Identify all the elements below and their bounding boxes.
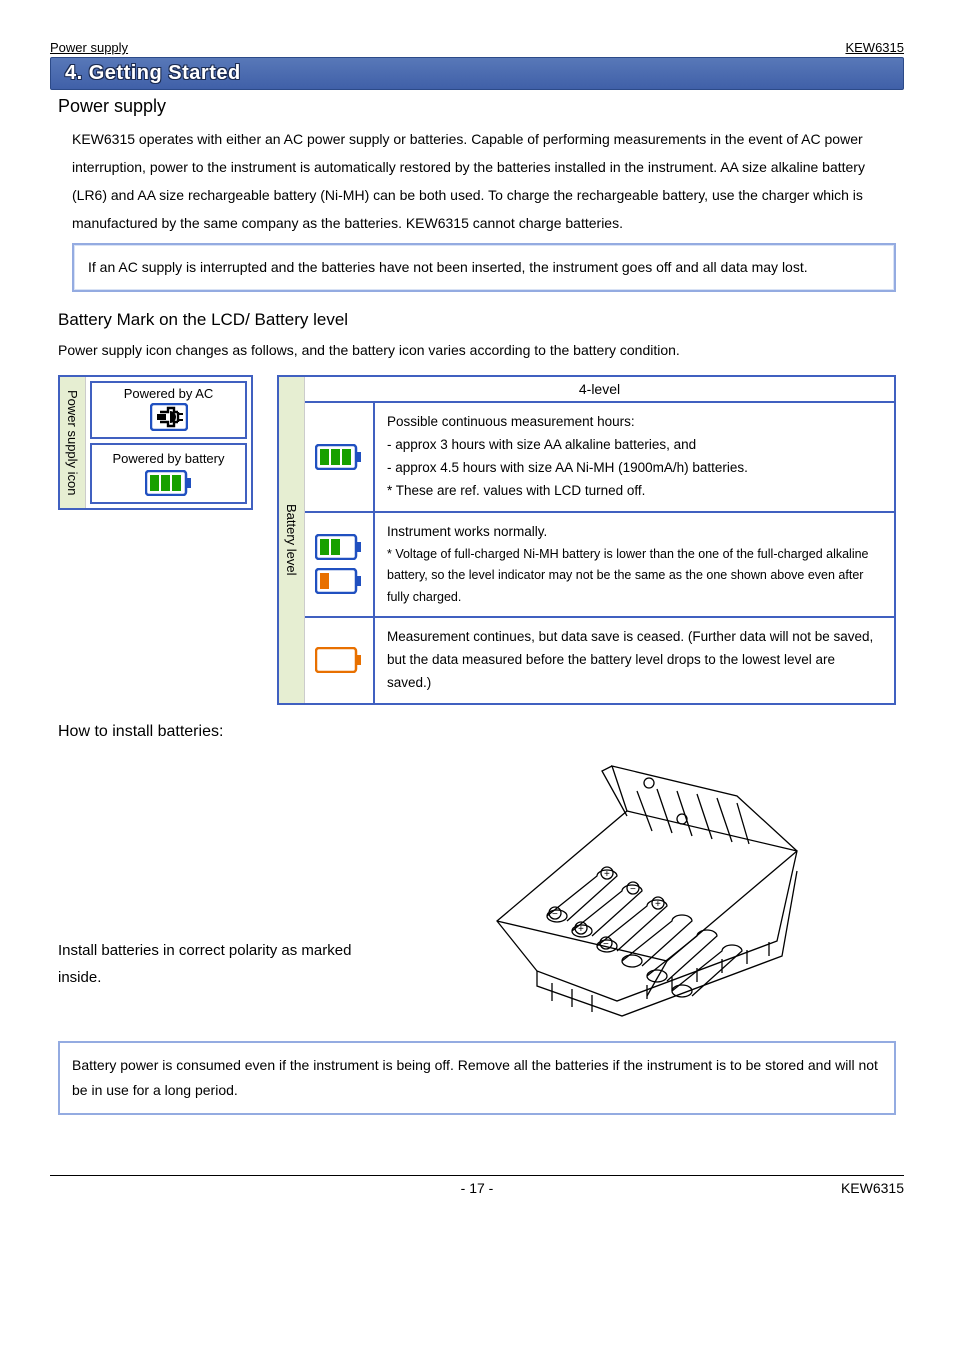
battery-level-row: Measurement continues, but data save is … xyxy=(305,618,894,703)
battery-level-head: 4-level xyxy=(305,377,894,403)
note-remove-batteries: Battery power is consumed even if the in… xyxy=(58,1041,896,1115)
battery-level-row: Instrument works normally. * Voltage of … xyxy=(305,513,894,618)
battery-install-illustration: + − − + + − xyxy=(398,741,896,1021)
svg-text:+: + xyxy=(578,924,584,935)
heading-battery-mark: Battery Mark on the LCD/ Battery level xyxy=(58,310,904,330)
footer-page: - 17 - xyxy=(130,1180,824,1196)
battery-level-label: Battery level xyxy=(279,377,305,702)
battery-1bar-icon xyxy=(315,568,363,594)
svg-text:−: − xyxy=(630,884,636,895)
svg-text:+: + xyxy=(655,899,661,910)
header-right: KEW6315 xyxy=(845,40,904,55)
heading-power-supply: Power supply xyxy=(58,96,904,117)
heading-howto-install: How to install batteries: xyxy=(58,723,896,741)
battery-empty-icon xyxy=(315,647,363,673)
battery-full-icon xyxy=(145,470,193,496)
battery-3bar-icon xyxy=(315,444,363,470)
note-ac-interruption: If an AC supply is interrupted and the b… xyxy=(72,243,896,292)
battery-level-text: Instrument works normally. * Voltage of … xyxy=(375,513,894,616)
powered-by-battery-label: Powered by battery xyxy=(112,451,224,466)
ac-plug-icon xyxy=(150,403,188,431)
battery-mark-paragraph: Power supply icon changes as follows, an… xyxy=(58,338,896,363)
battery-level-footnote: * Voltage of full-charged Ni-MH battery … xyxy=(387,544,882,608)
section-banner-text: 4. Getting Started xyxy=(65,62,241,84)
footer-right: KEW6315 xyxy=(824,1180,904,1196)
footer-left xyxy=(50,1180,130,1196)
powered-by-ac-label: Powered by AC xyxy=(95,386,242,401)
battery-level-box: Battery level 4-level Possible co xyxy=(277,375,896,704)
section-banner: 4. Getting Started xyxy=(50,57,904,90)
battery-level-text: Possible continuous measurement hours:- … xyxy=(375,403,894,511)
battery-level-text: Measurement continues, but data save is … xyxy=(375,618,894,703)
install-polarity-text: Install batteries in correct polarity as… xyxy=(58,937,368,1021)
svg-text:−: − xyxy=(552,909,558,920)
battery-level-main: Instrument works normally. xyxy=(387,521,882,544)
power-supply-icon-box: Power supply icon Powered by AC Powered … xyxy=(58,375,253,510)
power-supply-icon-label: Power supply icon xyxy=(60,377,86,508)
battery-level-row: Possible continuous measurement hours:- … xyxy=(305,403,894,513)
svg-text:−: − xyxy=(603,939,609,950)
svg-text:+: + xyxy=(604,869,610,880)
intro-paragraph: KEW6315 operates with either an AC power… xyxy=(72,125,896,237)
header-left: Power supply xyxy=(50,40,128,55)
battery-2bar-icon xyxy=(315,534,363,560)
